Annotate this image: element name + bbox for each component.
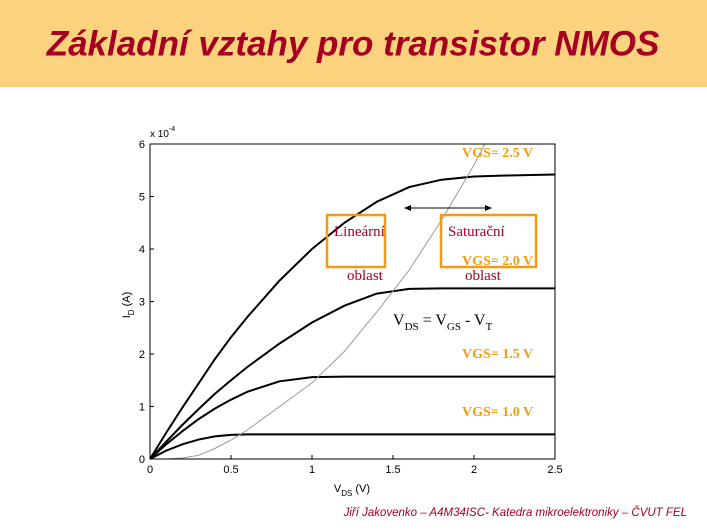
eq-sub: GS — [447, 321, 461, 333]
linear-box — [325, 213, 387, 269]
y-tick-label: 6 — [139, 139, 145, 151]
y-axis-label: ID (A) — [121, 292, 136, 319]
eq-sub: DS — [405, 321, 419, 333]
eq-part: V — [393, 312, 405, 329]
multiplier-exponent: -4 — [169, 126, 175, 133]
y-tick-label: 1 — [139, 402, 145, 414]
plot-frame — [149, 143, 556, 460]
linear-label: oblast — [347, 268, 384, 284]
eq-part: - V — [461, 312, 486, 329]
x-axis-label: VDS (V) — [334, 483, 370, 498]
series-line — [150, 173, 555, 459]
series-line — [150, 375, 555, 459]
series-label: VGS= 1.5 V — [462, 347, 533, 362]
x-tick-label: 2 — [471, 464, 477, 476]
saturation-label: oblast — [465, 268, 502, 284]
equation: VDS = VGS - VT — [393, 312, 493, 333]
x-label-sub: DS — [341, 489, 352, 498]
y-multiplier: x 10-4 — [150, 126, 175, 140]
saturation-box — [439, 213, 538, 269]
x-tick-label: 0.5 — [223, 464, 238, 476]
plot: 0 0.5 1 1.5 2 2.5 0 1 2 3 4 5 6 — [139, 139, 563, 476]
x-tick-label: 0 — [147, 464, 153, 476]
series-line — [150, 433, 555, 459]
multiplier-base: x 10 — [150, 129, 169, 140]
x-label-main: V — [334, 483, 342, 495]
footer: Jiří Jakovenko – A4M34ISC- Katedra mikro… — [343, 506, 687, 519]
y-tick-label: 4 — [139, 244, 145, 256]
linear-label: Lineární — [334, 224, 385, 240]
series-line — [150, 287, 555, 459]
x-tick-label: 1.5 — [385, 464, 400, 476]
series-label: VGS= 2.0 V — [462, 254, 533, 269]
y-label-main: I — [121, 315, 133, 318]
series-line — [150, 144, 486, 459]
slide-title: Základní vztahy pro transistor NMOS — [46, 24, 660, 63]
series-label: VGS= 1.0 V — [462, 405, 533, 420]
x-tick-label: 2.5 — [547, 464, 562, 476]
y-tick-label: 3 — [139, 297, 145, 309]
x-label-unit: (V) — [355, 483, 370, 495]
y-label-sub: D — [127, 309, 136, 315]
x-tick-label: 1 — [309, 464, 315, 476]
header-band — [0, 0, 707, 87]
saturation-label: Saturační — [448, 224, 505, 240]
y-tick-label: 0 — [139, 454, 145, 466]
y-label-unit: (A) — [121, 292, 133, 307]
eq-part: = V — [419, 312, 448, 329]
y-tick-label: 2 — [139, 349, 145, 361]
series-label: VGS= 2.5 V — [462, 146, 533, 161]
y-tick-label: 5 — [139, 192, 145, 204]
eq-sub: T — [486, 321, 493, 333]
